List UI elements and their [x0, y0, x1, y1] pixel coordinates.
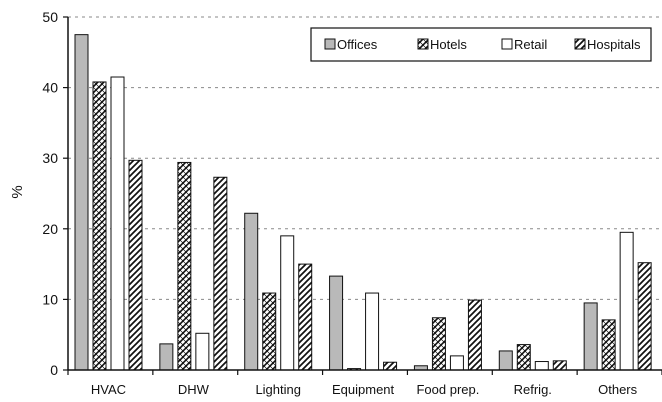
- y-axis-title: %: [9, 185, 26, 198]
- legend-label-hospitals: Hospitals: [587, 37, 641, 52]
- y-tick-label: 20: [42, 221, 58, 237]
- bars: [74, 34, 652, 371]
- y-tick-label: 10: [42, 291, 58, 307]
- bar-hospitals-2: [298, 263, 313, 371]
- legend: Offices Hotels Retail Hospitals: [310, 27, 652, 62]
- x-category-label: Others: [598, 382, 638, 397]
- y-tick-label: 0: [50, 362, 58, 378]
- bar-retail-3: [365, 292, 380, 371]
- bar-hotels-1: [177, 161, 192, 371]
- legend-box: [310, 27, 652, 62]
- legend-label-retail: Retail: [514, 37, 547, 52]
- bar-hotels-6: [601, 319, 616, 371]
- x-category-label: Lighting: [255, 382, 301, 397]
- legend-swatch-offices: [324, 38, 336, 50]
- bar-offices-6: [583, 302, 598, 371]
- bar-retail-1: [195, 332, 210, 371]
- bar-hospitals-1: [213, 176, 228, 371]
- bar-retail-5: [534, 361, 549, 371]
- bar-offices-5: [498, 350, 513, 371]
- bar-retail-6: [619, 231, 634, 371]
- bar-hotels-2: [262, 292, 277, 371]
- x-category-label: Equipment: [332, 382, 395, 397]
- bar-hospitals-5: [552, 360, 567, 371]
- bar-hospitals-6: [637, 262, 652, 371]
- x-category-label: Refrig.: [514, 382, 552, 397]
- y-tick-labels: 0 10 20 30 40 50: [42, 9, 58, 378]
- x-category-label: HVAC: [91, 382, 126, 397]
- bar-hospitals-3: [383, 361, 398, 371]
- gridlines: [68, 16, 662, 300]
- bar-hotels-5: [516, 344, 531, 371]
- bar-offices-1: [159, 343, 174, 371]
- legend-label-hotels: Hotels: [430, 37, 467, 52]
- legend-label-offices: Offices: [337, 37, 378, 52]
- x-category-labels: HVAC DHW Lighting Equipment Food prep. Refrig…: [91, 382, 638, 397]
- y-tick-label: 40: [42, 80, 58, 96]
- axes: [63, 16, 662, 375]
- bar-retail-2: [280, 235, 295, 371]
- y-tick-label: 30: [42, 150, 58, 166]
- legend-swatch-retail: [501, 38, 513, 50]
- bar-offices-0: [74, 34, 89, 371]
- bar-retail-4: [449, 355, 464, 371]
- bar-hotels-0: [92, 81, 107, 371]
- bar-hotels-4: [431, 317, 446, 371]
- bar-hospitals-0: [128, 159, 143, 371]
- legend-swatch-hospitals: [574, 38, 586, 50]
- y-tick-label: 50: [42, 9, 58, 25]
- bar-offices-2: [244, 212, 259, 371]
- bar-retail-0: [110, 76, 125, 371]
- x-category-label: DHW: [178, 382, 210, 397]
- legend-swatch-hotels: [417, 38, 429, 50]
- bar-hospitals-4: [467, 299, 482, 371]
- x-category-label: Food prep.: [416, 382, 479, 397]
- bar-offices-3: [329, 275, 344, 371]
